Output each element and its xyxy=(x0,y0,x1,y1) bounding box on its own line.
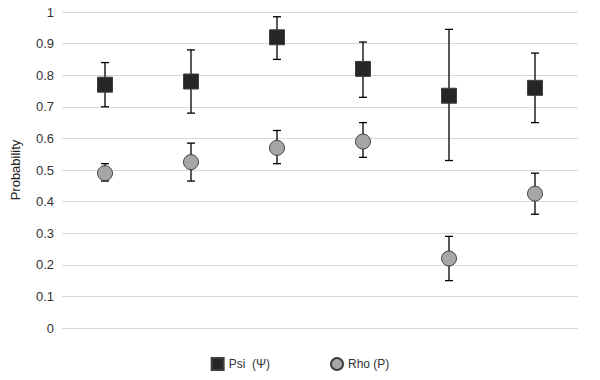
svg-text:Probability: Probability xyxy=(8,139,23,200)
svg-text:0.7: 0.7 xyxy=(36,99,54,114)
svg-text:0.5: 0.5 xyxy=(36,163,54,178)
svg-text:Rho (P): Rho (P) xyxy=(348,357,389,371)
svg-text:0.3: 0.3 xyxy=(36,226,54,241)
svg-text:0.9: 0.9 xyxy=(36,36,54,51)
svg-text:0: 0 xyxy=(47,321,54,336)
svg-text:0.2: 0.2 xyxy=(36,257,54,272)
svg-text:0.6: 0.6 xyxy=(36,131,54,146)
svg-text:0.4: 0.4 xyxy=(36,194,54,209)
svg-text:1: 1 xyxy=(47,5,54,20)
svg-text:0.8: 0.8 xyxy=(36,68,54,83)
svg-text:0.1: 0.1 xyxy=(36,289,54,304)
svg-text:Psi (Ψ): Psi (Ψ) xyxy=(229,357,270,371)
